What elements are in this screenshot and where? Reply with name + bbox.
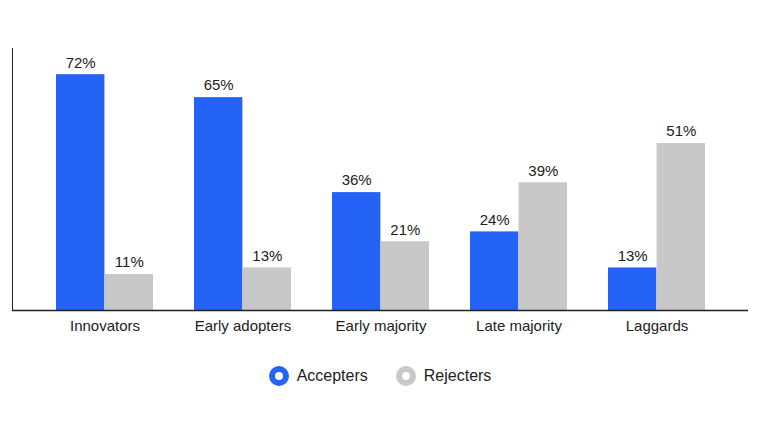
svg-text:24%: 24% bbox=[480, 211, 510, 228]
svg-text:Late majority: Late majority bbox=[476, 317, 562, 334]
svg-text:13%: 13% bbox=[618, 247, 648, 264]
svg-text:Early majority: Early majority bbox=[336, 317, 427, 334]
svg-text:11%: 11% bbox=[115, 253, 144, 270]
svg-text:21%: 21% bbox=[390, 221, 420, 238]
svg-text:65%: 65% bbox=[204, 76, 234, 93]
svg-text:39%: 39% bbox=[528, 162, 558, 179]
html-text:Rejecters: Rejecters bbox=[423, 367, 492, 384]
svg-text:Early adopters: Early adopters bbox=[195, 317, 292, 334]
svg-text:Innovators: Innovators bbox=[70, 317, 140, 334]
svg-text:72%: 72% bbox=[66, 54, 96, 71]
svg-text:51%: 51% bbox=[666, 122, 696, 139]
svg-text:Laggards: Laggards bbox=[626, 317, 689, 334]
svg-text:36%: 36% bbox=[342, 171, 372, 188]
html-text:Accepters: Accepters bbox=[296, 367, 368, 384]
svg-text:13%: 13% bbox=[252, 247, 282, 264]
